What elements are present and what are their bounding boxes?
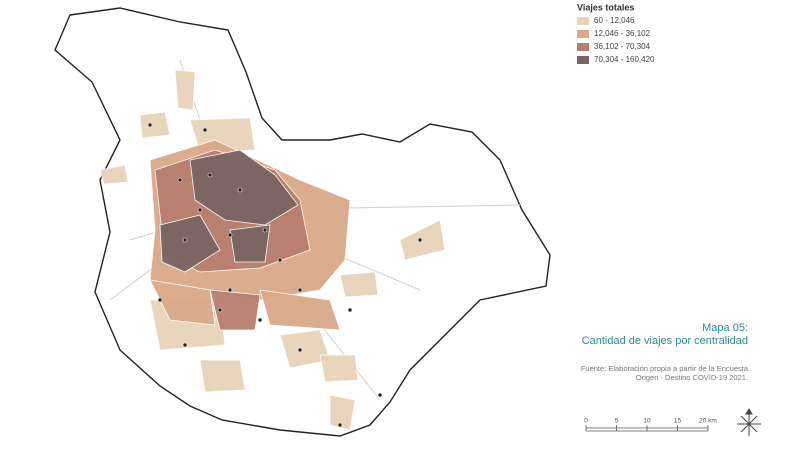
zone <box>339 271 379 298</box>
zone <box>99 164 129 185</box>
scale-label: 5 <box>615 418 619 425</box>
zone <box>229 224 271 263</box>
zone <box>329 394 356 431</box>
zone <box>139 111 171 139</box>
centrality-point <box>347 307 353 313</box>
legend-swatch <box>577 17 589 25</box>
centrality-point <box>207 172 213 178</box>
centrality-point <box>227 232 233 238</box>
zone <box>199 359 246 393</box>
centrality-point <box>297 347 303 353</box>
legend-swatch <box>577 30 589 38</box>
centrality-point <box>277 257 283 263</box>
centrality-point <box>182 342 188 348</box>
zone <box>174 69 196 111</box>
zone <box>259 289 341 331</box>
centrality-point <box>182 237 188 243</box>
centrality-point <box>377 392 383 398</box>
map-title: Mapa 05: <box>702 322 748 334</box>
centrality-point <box>257 317 263 323</box>
centrality-point <box>237 187 243 193</box>
centrality-point <box>337 422 343 428</box>
source: Origen - Destino COVID-19 2021. <box>636 373 748 382</box>
centrality-point <box>417 237 423 243</box>
zone <box>319 354 359 383</box>
zone <box>189 149 299 226</box>
legend-swatch <box>577 43 589 51</box>
zone <box>159 214 221 273</box>
centrality-point <box>197 207 203 213</box>
source: Fuente: Elaboración propia a partir de l… <box>581 364 749 373</box>
zone <box>149 279 216 326</box>
centrality-point <box>177 177 183 183</box>
centrality-point <box>227 287 233 293</box>
legend-label: 60 - 12,046 <box>594 16 635 25</box>
centrality-point <box>297 287 303 293</box>
centrality-point <box>157 297 163 303</box>
scale-label: 20 km <box>699 418 717 425</box>
legend-label: 36,102 - 70,304 <box>594 42 651 51</box>
legend-title: Viajes totales <box>577 2 634 12</box>
zone <box>209 289 261 331</box>
centrality-point <box>262 227 268 233</box>
centrality-point <box>217 307 223 313</box>
legend-label: 70,304 - 160,420 <box>594 55 655 64</box>
map-title: Cantidad de viajes por centralidad <box>582 335 748 347</box>
scale-label: 15 <box>674 418 682 425</box>
centrality-point <box>202 127 208 133</box>
legend-swatch <box>577 56 589 64</box>
scale-label: 0 <box>584 418 588 425</box>
zone <box>399 219 446 261</box>
north-arrow <box>737 408 761 436</box>
legend-label: 12,046 - 36,102 <box>594 29 651 38</box>
centrality-point <box>147 122 153 128</box>
scale-label: 10 <box>643 418 651 425</box>
